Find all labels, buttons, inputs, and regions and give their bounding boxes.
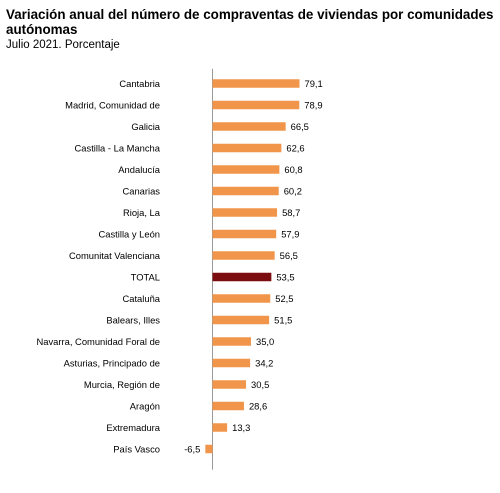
data-label: 60,8 [284, 164, 302, 175]
category-label: Canarias [122, 185, 160, 196]
bar [212, 186, 279, 196]
data-label: 52,5 [275, 293, 293, 304]
data-label: 53,5 [276, 271, 294, 282]
category-label: TOTAL [131, 271, 160, 282]
data-label: 57,9 [281, 228, 299, 239]
bar [212, 294, 271, 303]
bar [212, 272, 272, 282]
bar [212, 143, 282, 153]
chart-subtitle: Julio 2021. Porcentaje [6, 39, 120, 51]
category-label: Madrid, Comunidad de [65, 99, 160, 110]
category-label: Castilla y León [99, 228, 161, 239]
data-label: -6,5 [184, 443, 200, 454]
bar [212, 358, 251, 368]
category-label: Murcia, Región de [84, 379, 160, 390]
bar [212, 380, 247, 389]
category-label: País Vasco [113, 443, 160, 454]
category-label: Balears, Illes [106, 314, 160, 325]
category-label: Asturias, Principado de [64, 357, 160, 368]
category-label: Extremadura [106, 422, 160, 433]
bar [212, 165, 280, 174]
category-label: Rioja, La [123, 207, 161, 218]
bar [212, 100, 300, 110]
data-label: 13,3 [232, 422, 250, 433]
data-label: 78,9 [304, 99, 322, 110]
data-label: 30,5 [251, 379, 269, 390]
data-label: 62,6 [286, 142, 304, 153]
category-label: Comunitat Valenciana [69, 250, 161, 261]
bar [212, 423, 228, 432]
bar [205, 444, 213, 454]
data-label: 28,6 [249, 400, 267, 411]
category-label: Galicia [131, 121, 160, 132]
data-label: 66,5 [291, 121, 309, 132]
data-label: 56,5 [280, 250, 298, 261]
category-label: Andalucía [118, 164, 160, 175]
bar [212, 251, 275, 260]
chart-title: Variación anual del número de compravent… [6, 7, 494, 37]
bar [212, 79, 300, 88]
data-label: 58,7 [282, 207, 300, 218]
bar [212, 337, 251, 346]
data-label: 34,2 [255, 357, 273, 368]
bar [212, 315, 270, 325]
category-label: Cantabria [119, 78, 160, 89]
category-label: Castilla - La Mancha [75, 142, 161, 153]
category-label: Cataluña [122, 293, 160, 304]
data-label: 60,2 [284, 185, 302, 196]
data-label: 35,0 [256, 336, 274, 347]
bar [212, 122, 286, 131]
bar [212, 229, 277, 239]
bar [212, 401, 244, 411]
data-label: 79,1 [305, 78, 323, 89]
bar [212, 208, 278, 217]
category-label: Navarra, Comunidad Foral de [37, 336, 161, 347]
data-label: 51,5 [274, 314, 292, 325]
category-label: Aragón [130, 400, 160, 411]
